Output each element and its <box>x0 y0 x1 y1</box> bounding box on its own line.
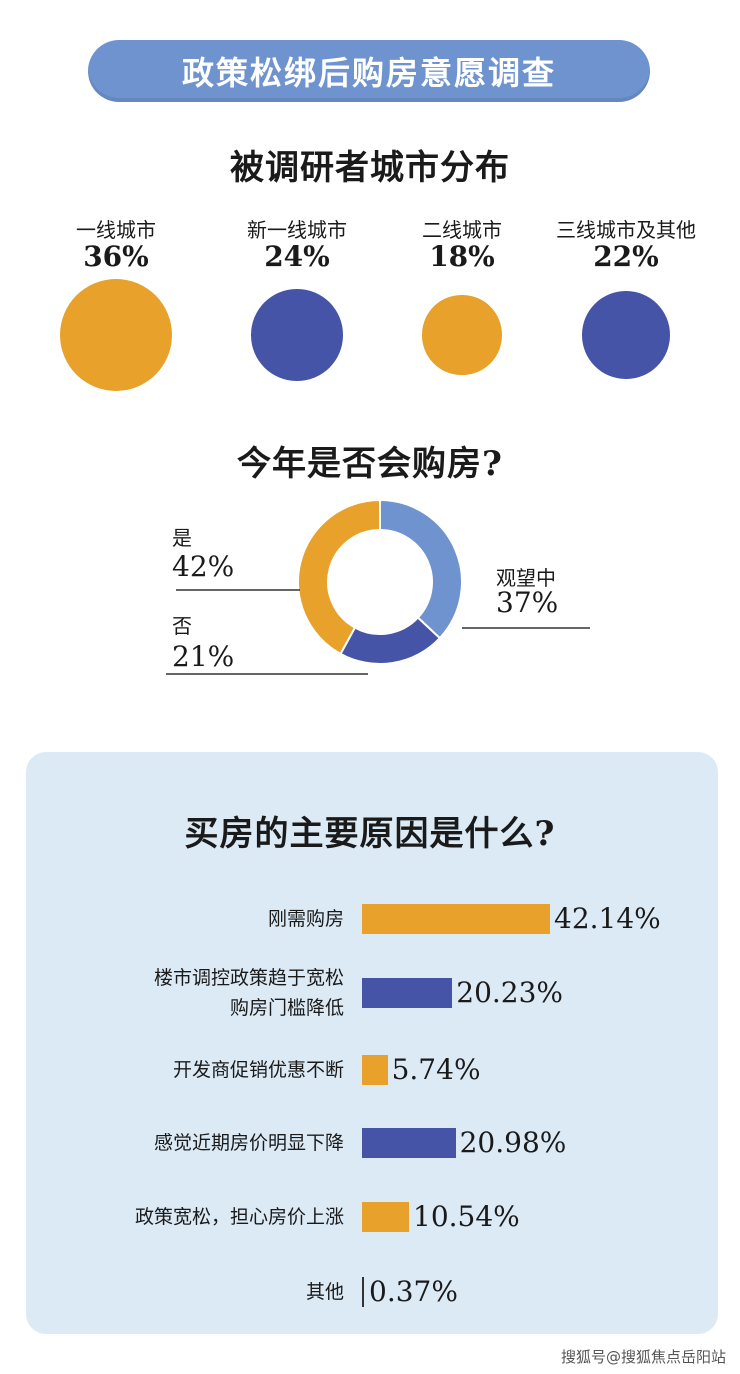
bar-category-label: 政策宽松，担心房价上涨 <box>135 1202 344 1232</box>
city-label: 二线城市 <box>422 218 502 242</box>
bar-category-label: 楼市调控政策趋于宽松购房门槛降低 <box>154 963 344 1023</box>
bar <box>362 1202 410 1232</box>
city-bubble <box>582 291 670 379</box>
city-label: 新一线城市 <box>247 218 347 242</box>
city-label: 一线城市 <box>76 218 156 242</box>
bar-value-label: 20.98% <box>459 1126 567 1159</box>
city-percent: 24% <box>264 240 330 273</box>
page-title: 政策松绑后购房意愿调查 <box>181 54 556 92</box>
bar-value-label: 10.54% <box>413 1200 520 1233</box>
bar <box>362 978 453 1008</box>
city-label: 三线城市及其他 <box>556 218 696 242</box>
bar <box>362 1277 364 1307</box>
bar <box>362 1128 456 1158</box>
reasons-panel <box>26 752 718 1334</box>
donut-section-title: 今年是否会购房? <box>237 444 503 484</box>
bar-label-line: 其他 <box>305 1281 344 1303</box>
city-bubble <box>60 279 172 391</box>
bar-value-label: 20.23% <box>456 976 564 1009</box>
reasons-section-title: 买房的主要原因是什么? <box>184 814 556 854</box>
watermark-footer: 搜狐号@搜狐焦点岳阳站 <box>560 1348 726 1366</box>
bar-label-line: 楼市调控政策趋于宽松 <box>153 967 344 989</box>
bar-label-line: 购房门槛降低 <box>229 997 344 1019</box>
bar-label-line: 开发商促销优惠不断 <box>172 1059 344 1081</box>
donut-percent-label: 42% <box>172 550 235 583</box>
donut-slice <box>379 498 463 640</box>
bar-label-line: 政策宽松，担心房价上涨 <box>134 1206 344 1228</box>
donut-percent-label: 37% <box>496 586 559 619</box>
donut-category-label: 否 <box>172 614 192 638</box>
bar-category-label: 感觉近期房价明显下降 <box>154 1128 344 1158</box>
bar-category-label: 开发商促销优惠不断 <box>173 1055 344 1085</box>
purchase-intent-donut <box>166 498 590 675</box>
city-percent: 22% <box>593 240 659 273</box>
city-bubble <box>251 289 343 381</box>
city-bubble <box>422 295 502 375</box>
city-percent: 18% <box>429 240 495 273</box>
bar-value-label: 5.74% <box>391 1053 481 1086</box>
donut-category-label: 是 <box>172 526 192 550</box>
title-banner: 政策松绑后购房意愿调查 <box>88 40 650 102</box>
bar-label-line: 感觉近期房价明显下降 <box>153 1132 344 1154</box>
bar-label-line: 刚需购房 <box>267 908 344 930</box>
bar-value-label: 42.14% <box>554 902 661 935</box>
donut-slice <box>297 498 381 656</box>
donut-category-label: 观望中 <box>496 566 556 590</box>
city-section-title: 被调研者城市分布 <box>230 148 510 188</box>
donut-slice <box>339 616 442 665</box>
bar-category-label: 其他 <box>306 1277 344 1307</box>
city-percent: 36% <box>83 240 149 273</box>
donut-percent-label: 21% <box>172 640 235 673</box>
bar <box>362 904 550 934</box>
bar-value-label: 0.37% <box>369 1275 458 1308</box>
bar <box>362 1055 388 1085</box>
bar-category-label: 刚需购房 <box>268 904 344 934</box>
